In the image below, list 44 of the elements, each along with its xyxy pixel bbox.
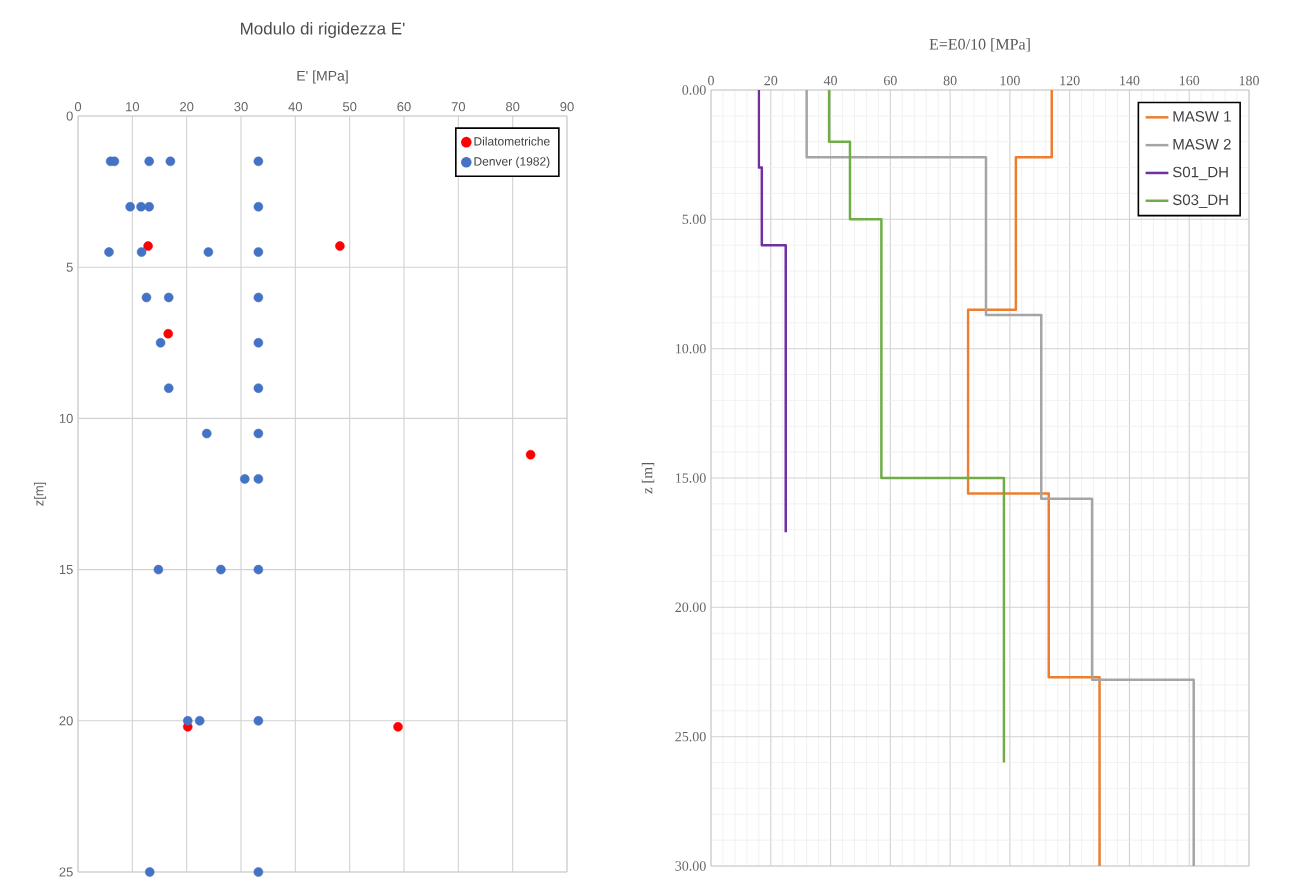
x-tick-label: 0 bbox=[74, 102, 82, 112]
x-tick-label: 70 bbox=[451, 102, 466, 112]
x-axis-title: E' [MPa] bbox=[297, 70, 348, 84]
y-tick-label: 15.00 bbox=[676, 473, 706, 483]
chart-title: Modulo di rigidezza E' bbox=[241, 22, 405, 38]
x-tick-label: 50 bbox=[342, 102, 357, 112]
x-tick-label: 40 bbox=[288, 102, 303, 112]
legend-label: MASW 2 bbox=[1173, 138, 1231, 150]
x-tick-label: 80 bbox=[506, 102, 520, 112]
y-tick-label: 10 bbox=[59, 413, 73, 423]
y-tick-label: 0 bbox=[66, 111, 73, 121]
y-tick-label: 15 bbox=[59, 565, 73, 575]
x-tick-label: 100 bbox=[1000, 75, 1020, 86]
y-tick-label: 5.00 bbox=[682, 214, 706, 225]
y-tick-label: 20 bbox=[59, 716, 73, 726]
x-tick-label: 0 bbox=[708, 75, 714, 86]
x-tick-label: 30 bbox=[234, 102, 248, 112]
y-axis-title: z[m] bbox=[33, 482, 47, 506]
y-tick-label: 20.00 bbox=[675, 602, 706, 613]
y-tick-label: 5 bbox=[66, 262, 73, 272]
x-tick-label: 160 bbox=[1179, 75, 1200, 86]
x-tick-label: 20 bbox=[180, 102, 194, 112]
y-tick-label: 25 bbox=[59, 867, 73, 877]
legend-label: MASW 1 bbox=[1173, 111, 1231, 122]
x-tick-label: 180 bbox=[1239, 75, 1259, 86]
legend-label: Denver (1982) bbox=[474, 156, 550, 169]
x-axis-title: E=E0/10 [MPa] bbox=[929, 38, 1030, 52]
legend-label: Dilatometriche bbox=[474, 136, 550, 146]
x-tick-label: 60 bbox=[397, 102, 411, 112]
x-tick-label: 20 bbox=[764, 75, 778, 86]
y-tick-label: 30.00 bbox=[675, 861, 706, 871]
x-tick-label: 90 bbox=[560, 102, 574, 112]
y-tick-label: 10.00 bbox=[676, 343, 706, 354]
x-tick-label: 120 bbox=[1060, 75, 1080, 86]
y-axis-title: z [m] bbox=[641, 463, 655, 494]
x-tick-label: 140 bbox=[1120, 75, 1140, 86]
legend-label: S01_DH bbox=[1172, 166, 1228, 181]
x-tick-label: 80 bbox=[943, 75, 957, 86]
x-tick-label: 60 bbox=[883, 75, 897, 86]
x-tick-label: 40 bbox=[823, 75, 838, 86]
legend-label: S03_DH bbox=[1172, 194, 1228, 208]
x-tick-label: 10 bbox=[126, 102, 140, 112]
y-tick-label: 0.00 bbox=[682, 85, 706, 95]
y-tick-label: 25.00 bbox=[675, 731, 706, 742]
